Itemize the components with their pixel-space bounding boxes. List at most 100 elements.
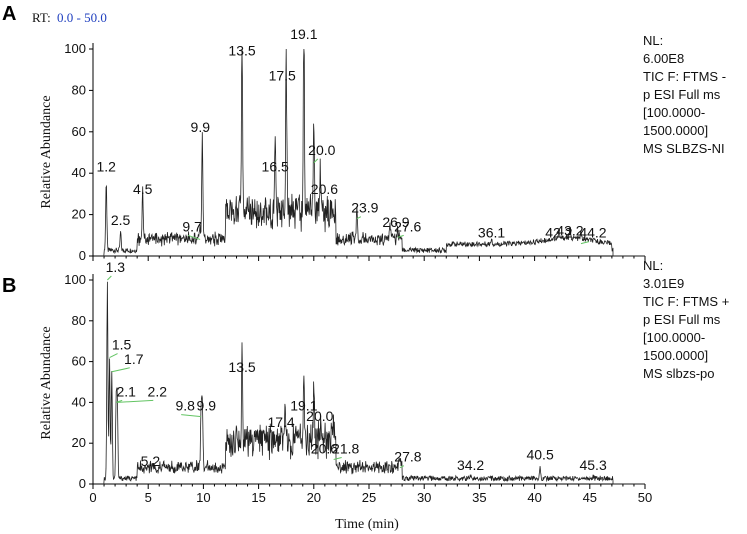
x-tick-label: 45 — [583, 490, 597, 505]
peak-label: 4.5 — [133, 181, 153, 197]
panel-a-info: NL: 6.00E8 TIC F: FTMS - p ESI Full ms [100.… — [643, 33, 726, 156]
peak-label: 20.0 — [308, 142, 335, 158]
x-tick-label: 15 — [251, 490, 265, 505]
info-line: TIC F: FTMS + — [643, 294, 729, 309]
info-line: MS slbzs-po — [643, 366, 715, 381]
peak-leader-line — [397, 234, 404, 238]
panel-a-letter: A — [2, 3, 16, 25]
peak-label: 9.9 — [197, 398, 217, 414]
peak-leader-line — [313, 158, 319, 164]
info-line: 1500.0000] — [643, 348, 708, 363]
peak-label: 36.1 — [478, 225, 505, 241]
y-tick-label: 40 — [72, 394, 86, 409]
x-tick-label: 35 — [472, 490, 486, 505]
rt-label: RT: — [32, 10, 51, 25]
peak-label: 34.2 — [457, 457, 484, 473]
peak-label: 9.8 — [175, 398, 195, 414]
y-tick-label: 0 — [79, 248, 86, 263]
peak-label: 42.2 — [545, 225, 572, 241]
info-line: MS SLBZS-NI — [643, 141, 725, 156]
peak-label: 44.2 — [579, 225, 606, 241]
peak-label: 13.5 — [228, 359, 255, 375]
peak-label: 2.2 — [148, 383, 168, 399]
x-tick-label: 10 — [196, 490, 210, 505]
peak-label: 13.5 — [228, 42, 255, 58]
peak-label: 5.2 — [141, 453, 161, 469]
y-tick-label: 20 — [72, 207, 86, 222]
panel-b-info: NL: 3.01E9 TIC F: FTMS + p ESI Full ms [100.… — [643, 258, 729, 381]
peak-label: 1.5 — [112, 337, 132, 353]
info-line: NL: — [643, 258, 663, 273]
peak-label: 43.2 — [556, 223, 583, 239]
info-line: [100.0000- — [643, 330, 705, 345]
peak-leader-line — [116, 399, 123, 403]
peak-label: 21.8 — [332, 441, 359, 457]
peak-label: 2.5 — [111, 212, 131, 228]
peak-label: 19.1 — [290, 398, 317, 414]
peak-label: 27.8 — [394, 449, 421, 465]
peak-label: 26.9 — [382, 214, 409, 230]
peak-label: 1.7 — [124, 351, 144, 367]
info-line: TIC F: FTMS - — [643, 69, 726, 84]
peak-label: 27.6 — [394, 218, 421, 234]
peak-label: 40.5 — [526, 447, 553, 463]
panel-b-letter: B — [2, 275, 16, 297]
peak-leader-line — [181, 414, 202, 418]
peak-leader-line — [117, 399, 154, 403]
peak-label: 20.6 — [311, 181, 338, 197]
info-line: NL: — [643, 33, 663, 48]
info-line: 6.00E8 — [643, 51, 684, 66]
peak-leader-line — [580, 241, 590, 245]
peak-leader-line — [399, 465, 405, 469]
y-tick-label: 80 — [72, 82, 86, 97]
y-tick-label: 20 — [72, 435, 86, 450]
info-line: p ESI Full ms — [643, 87, 721, 102]
peak-label: 1.3 — [106, 259, 126, 275]
y-tick-label: 100 — [64, 41, 86, 56]
panel-b-ylabel: Relative Abundance — [39, 326, 54, 439]
x-tick-label: 40 — [527, 490, 541, 505]
peak-label: 2.1 — [116, 383, 136, 399]
peak-leader-line — [106, 275, 112, 281]
peak-label: 19.1 — [290, 26, 317, 42]
panel-a-plot: 0 20 40 60 80 100 1.2 2.54.5 9.7 9.9 13.5 16.5 17.5 1… — [64, 26, 646, 263]
chromatogram-trace — [102, 48, 645, 257]
peak-label: 20.6 — [311, 441, 338, 457]
peak-label: 16.5 — [262, 158, 289, 174]
peak-label: 23.9 — [351, 200, 378, 216]
peak-label: 17.4 — [267, 414, 294, 430]
x-tick-label: 25 — [362, 490, 376, 505]
y-tick-label: 60 — [72, 354, 86, 369]
info-line: 3.01E9 — [643, 276, 684, 291]
y-tick-label: 100 — [64, 272, 86, 287]
peak-label: 17.5 — [269, 67, 296, 83]
y-tick-label: 60 — [72, 124, 86, 139]
peak-label: 45.3 — [579, 457, 606, 473]
info-line: 1500.0000] — [643, 123, 708, 138]
info-line: p ESI Full ms — [643, 312, 721, 327]
x-tick-label: 0 — [89, 490, 96, 505]
x-axis-title: Time (min) — [335, 517, 399, 532]
panel-b-plot: 0 20 40 60 80 100 0 5 10 15 20 25 30 35 40 45 50 1.3 1.51.… — [64, 259, 652, 505]
x-tick-label: 50 — [638, 490, 652, 505]
peak-label: 20.0 — [306, 408, 333, 424]
y-tick-label: 40 — [72, 165, 86, 180]
y-tick-label: 0 — [79, 476, 86, 491]
peak-leader-line — [333, 457, 342, 461]
panel-a-ylabel: Relative Abundance — [39, 95, 54, 208]
chromatogram-trace — [102, 281, 645, 485]
info-line: [100.0000- — [643, 105, 705, 120]
peak-leader-line — [109, 353, 118, 358]
peak-label: 9.7 — [182, 218, 202, 234]
peak-label: 1.2 — [97, 158, 117, 174]
peak-label: 9.9 — [191, 119, 211, 135]
y-tick-label: 80 — [72, 313, 86, 328]
x-tick-label: 5 — [145, 490, 152, 505]
peak-leader-line — [356, 216, 362, 220]
rt-range: 0.0 - 50.0 — [57, 10, 107, 25]
x-tick-label: 30 — [417, 490, 431, 505]
peak-leader-line — [187, 234, 201, 240]
peak-leader-line — [111, 367, 130, 373]
x-tick-label: 20 — [307, 490, 321, 505]
